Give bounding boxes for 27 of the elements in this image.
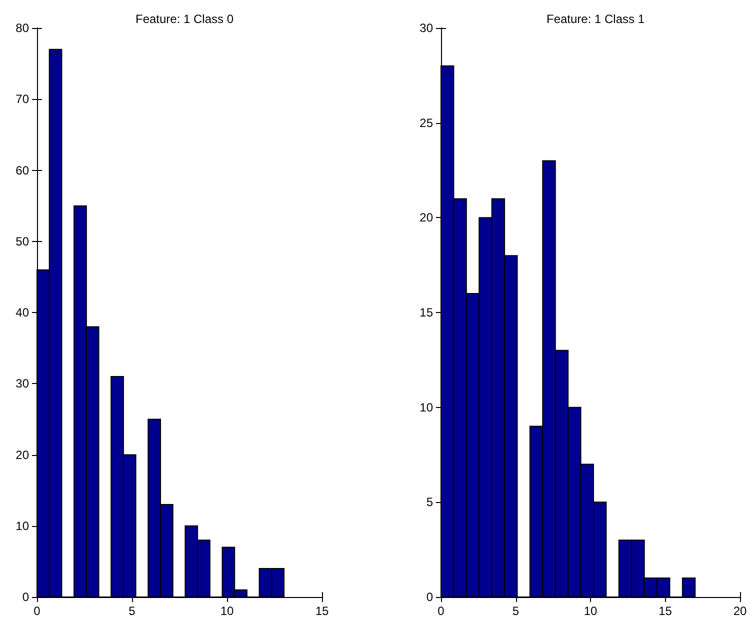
y-tick-label: 10 <box>16 518 30 533</box>
y-tick-label: 10 <box>420 400 434 414</box>
y-tick-label: 40 <box>16 306 30 320</box>
x-tick-label: 0 <box>34 604 41 618</box>
y-tick-label: 70 <box>16 92 30 106</box>
y-tick-label: 80 <box>16 21 30 35</box>
x-tick-label: 15 <box>658 604 672 618</box>
y-tick-label: 20 <box>420 210 434 225</box>
x-tick-label: 20 <box>733 604 747 618</box>
y-tick-label: 5 <box>426 495 434 510</box>
y-tick-label: 50 <box>16 234 30 248</box>
chart-title: Feature: 1 Class 0 <box>135 12 234 26</box>
y-tick-label: 0 <box>426 590 434 604</box>
x-tick-label: 5 <box>512 604 520 618</box>
y-tick-label: 30 <box>16 376 30 391</box>
chart-title: Feature: 1 Class 1 <box>546 12 645 26</box>
y-tick-label: 60 <box>16 163 30 178</box>
x-tick-label: 15 <box>315 604 329 618</box>
y-tick-label: 0 <box>22 590 30 604</box>
y-tick-label: 25 <box>420 116 434 130</box>
x-tick-label: 5 <box>128 604 136 618</box>
x-tick-label: 10 <box>584 604 598 618</box>
y-tick-label: 20 <box>16 448 30 462</box>
y-tick-label: 30 <box>420 21 434 35</box>
x-tick-label: 10 <box>220 604 234 618</box>
y-tick-label: 15 <box>420 306 434 320</box>
x-tick-label: 0 <box>438 604 445 618</box>
